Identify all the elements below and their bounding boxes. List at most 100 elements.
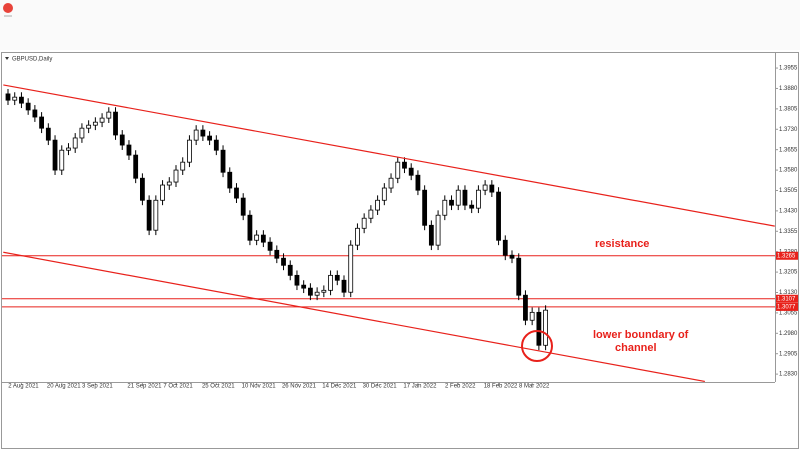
app-icon[interactable]	[3, 3, 13, 13]
candle-body	[334, 274, 340, 281]
candle-body	[187, 139, 192, 163]
candle-body	[361, 217, 367, 229]
y-tick-label: 1.3505	[779, 188, 798, 194]
candle-body	[213, 139, 219, 151]
x-tick-label: 26 Nov 2021	[282, 384, 317, 390]
annotation: channel	[615, 342, 657, 354]
candle-body	[146, 199, 152, 231]
candle-body	[462, 189, 468, 206]
x-tick-label: 17 Jan 2022	[403, 384, 437, 390]
candle-body	[45, 127, 51, 141]
candle-body	[12, 96, 18, 101]
candle-body	[375, 199, 381, 211]
y-tick-label: 1.3430	[779, 208, 798, 214]
candle-body	[341, 279, 347, 293]
candle-body	[59, 149, 65, 171]
candle-body	[529, 311, 535, 321]
level-tag	[776, 302, 798, 311]
y-tick-label: 1.3730	[779, 127, 798, 133]
candle-body	[536, 311, 542, 346]
candle-body	[5, 93, 11, 101]
level-tag	[776, 294, 798, 303]
candle-body	[489, 184, 495, 193]
candle-body	[227, 171, 233, 189]
candle-body	[422, 189, 428, 226]
candle-body	[160, 184, 165, 201]
channel-line	[3, 251, 705, 382]
candle-body	[287, 264, 293, 276]
x-tick-label: 18 Feb 2022	[484, 384, 518, 390]
candle-body	[180, 161, 186, 171]
x-tick-label: 25 Oct 2021	[202, 384, 235, 390]
candle-body	[523, 294, 528, 321]
level-tag	[776, 251, 798, 260]
y-tick-label: 1.3955	[779, 66, 798, 72]
level-tag-label: 1.3107	[777, 296, 796, 302]
candle-body	[395, 161, 401, 179]
level-tag-label: 1.3077	[777, 304, 796, 310]
x-tick-label: 30 Dec 2021	[363, 384, 398, 390]
candle-body	[119, 134, 125, 146]
candle-body	[294, 274, 300, 286]
candle-body	[475, 189, 481, 209]
y-tick-label: 1.3355	[779, 229, 798, 235]
annotation: resistance	[595, 238, 649, 250]
x-tick-label: 20 Aug 2021	[47, 384, 81, 390]
y-tick-label: 1.3130	[779, 290, 798, 296]
candle-body	[193, 129, 199, 141]
candle-body	[307, 287, 313, 296]
y-tick-label: 1.3655	[779, 147, 798, 153]
menu-arrow[interactable]	[5, 57, 9, 60]
candle-body	[328, 274, 333, 291]
candle-body	[66, 147, 71, 151]
y-tick-label: 1.2905	[779, 351, 798, 357]
candle-body	[99, 117, 105, 123]
y-tick-label: 1.3880	[779, 86, 798, 92]
y-tick-label: 1.3805	[779, 106, 798, 112]
candle-body	[52, 139, 58, 171]
candle-body	[260, 234, 266, 243]
candle-body	[516, 257, 522, 296]
candle-body	[166, 181, 172, 186]
level-tag-label: 1.3265	[777, 253, 796, 259]
candle-body	[348, 244, 354, 293]
candle-body	[408, 167, 414, 176]
candle-body	[388, 177, 394, 189]
candle-body	[86, 124, 92, 129]
candle-body	[428, 224, 434, 246]
candle-body	[321, 289, 327, 293]
y-tick-label: 1.3580	[779, 168, 798, 174]
candle-body	[240, 197, 246, 216]
candle-body	[139, 177, 145, 201]
toolbar	[0, 0, 800, 50]
x-tick-label: 2 Feb 2022	[445, 384, 476, 390]
highlight-circle	[521, 330, 553, 362]
candle-body	[449, 199, 454, 206]
candle-body	[79, 127, 85, 139]
candle-body	[482, 184, 488, 191]
candle-body	[415, 174, 421, 191]
candle-body	[200, 129, 206, 137]
y-tick-label: 1.2980	[779, 331, 798, 337]
candle-body	[267, 241, 273, 251]
candle-body	[496, 191, 501, 241]
candle-body	[72, 137, 78, 149]
candle-body	[301, 284, 307, 289]
candle-body	[274, 249, 280, 259]
candle-body	[19, 96, 24, 104]
candle-body	[509, 254, 515, 259]
x-tick-label: 2 Aug 2021	[8, 384, 39, 390]
candle-body	[39, 116, 44, 129]
x-tick-label: 14 Dec 2021	[322, 384, 357, 390]
candle-body	[402, 161, 407, 169]
candle-body	[543, 309, 548, 346]
y-tick-label: 1.2830	[779, 372, 798, 378]
y-tick-label: 1.3055	[779, 310, 798, 316]
candle-body	[469, 204, 475, 209]
symbol-title: GBPUSD,Daily	[12, 57, 52, 63]
candle-body	[247, 214, 253, 241]
candle-body	[254, 234, 260, 241]
candle-body	[220, 149, 226, 173]
